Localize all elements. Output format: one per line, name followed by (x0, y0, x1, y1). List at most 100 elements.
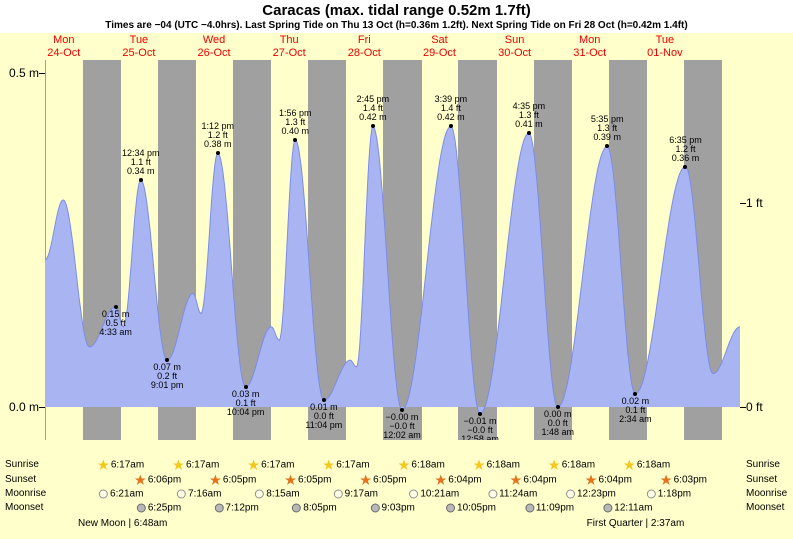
annotation-line: 0.1 ft (625, 404, 646, 415)
event-time: 1:18pm (657, 488, 692, 500)
day-label: Sun 30-Oct (498, 34, 531, 60)
sun-moon-entry: 7:12pm (214, 502, 259, 514)
y-axis-label-right: 0 ft (746, 400, 763, 414)
extreme-annotation: 0.01 m 0.0 ft 11:04 pm (305, 403, 342, 430)
moonset-moon-icon (136, 503, 146, 513)
almanac-row-label-right: Sunrise (746, 459, 780, 470)
sun-moon-entry: 8:15am (255, 489, 300, 500)
tide-area (45, 126, 740, 414)
extreme-dot (633, 391, 638, 396)
almanac-row-label-right: Sunset (746, 474, 778, 485)
annotation-line: 0.38 m (204, 139, 232, 150)
annotation-line: 0.0 ft (547, 418, 568, 428)
sun-moon-entry: 6:17am (97, 459, 144, 471)
annotation-line: 1.4 ft (440, 103, 461, 114)
annotation-line: 0.01 m (310, 402, 338, 413)
day-name: Sat (431, 34, 448, 46)
day-label: Mon 31-Oct (573, 34, 606, 60)
almanac-row-label-left: Sunrise (5, 459, 39, 470)
event-time: 6:04pm (523, 474, 557, 486)
sun-moon-entry: 6:03pm (660, 474, 707, 486)
extreme-annotation: −0.00 m −0.0 ft 12:02 am (383, 412, 421, 440)
sun-moon-entry: 6:18am (473, 459, 520, 471)
day-date: 24-Oct (47, 47, 81, 60)
annotation-line: 0.39 m (593, 132, 621, 143)
sun-moon-entry: 6:05pm (209, 474, 256, 486)
extreme-annotation: −0.01 m −0.0 ft 12:58 am (461, 416, 499, 440)
sunset-star-icon (660, 474, 672, 485)
sunrise-star-icon (97, 459, 109, 470)
almanac-row-label-left: Moonrise (5, 488, 47, 499)
sun-moon-entry: 9:03pm (370, 502, 415, 514)
annotation-line: 12:58 am (461, 433, 499, 440)
sunrise-star-icon (323, 459, 335, 470)
event-time: 6:18am (561, 459, 596, 471)
event-time: 6:21am (110, 488, 144, 500)
almanac-row-label-right: Moonset (746, 502, 785, 513)
extreme-annotation: 0.07 m 0.2 ft 9:01 pm (151, 363, 184, 390)
sunset-star-icon (435, 474, 447, 485)
day-label: Mon 24-Oct (47, 34, 80, 60)
extreme-annotation: 1:56 pm 1.3 ft 0.40 m (279, 108, 312, 136)
moonset-moon-icon (603, 503, 613, 513)
extreme-annotation: 1:12 pm 1.2 ft 0.38 m (202, 122, 235, 149)
extreme-dot (113, 304, 118, 309)
sun-moon-entry: 6:25pm (136, 503, 181, 514)
event-time: 11:24am (499, 488, 538, 500)
sun-moon-entry: 9:17am (333, 489, 378, 500)
sun-moon-entry: 6:17am (172, 459, 219, 471)
event-time: 6:04pm (448, 474, 482, 486)
extreme-dot (448, 124, 453, 129)
event-time: 6:18am (411, 459, 445, 471)
day-date: 29-Oct (422, 47, 456, 60)
event-time: 7:12pm (225, 502, 259, 514)
event-time: 6:03pm (673, 474, 707, 486)
day-date: 27-Oct (272, 47, 306, 60)
day-date: 25-Oct (122, 47, 156, 60)
sun-moon-entry: 6:04pm (510, 474, 557, 486)
day-label: Thu 27-Oct (273, 34, 306, 60)
moonset-moon-icon (214, 503, 224, 513)
annotation-line: 0.36 m (671, 152, 700, 163)
extreme-dot (138, 177, 143, 182)
extreme-annotation: 5:35 pm 1.3 ft 0.39 m (591, 115, 624, 142)
annotation-line: −0.0 ft (389, 420, 415, 431)
annotation-line: 0.15 m (101, 308, 130, 319)
annotation-line: 1.2 ft (207, 130, 228, 141)
day-date: 31-Oct (573, 47, 607, 60)
extreme-dot (478, 411, 483, 416)
moonset-moon-icon (370, 503, 380, 513)
day-label: Fri 28-Oct (348, 34, 381, 60)
chart-subtitle: Times are −04 (UTC −4.0hrs). Last Spring… (105, 20, 688, 31)
y-axis-label-left: 0.0 m (8, 400, 39, 414)
annotation-line: 4:33 am (99, 326, 132, 337)
almanac-row-label-right: Moonrise (746, 488, 788, 499)
extreme-annotation: 6:35 pm 1.2 ft 0.36 m (669, 135, 702, 163)
day-name: Wed (202, 34, 226, 46)
extreme-dot (683, 164, 688, 169)
day-name: Sun (504, 34, 525, 46)
y-axis-label-left: 0.5 m (8, 66, 39, 80)
extreme-dot (165, 358, 170, 363)
sunset-star-icon (360, 474, 372, 485)
sun-moon-entry: 6:04pm (435, 474, 482, 486)
event-time: 6:06pm (147, 474, 182, 486)
annotation-line: 0.40 m (281, 125, 309, 136)
sunset-star-icon (209, 474, 221, 485)
event-time: 9:03pm (381, 502, 415, 514)
annotation-line: 1.3 ft (285, 116, 306, 127)
annotation-line: 0.0 ft (313, 411, 334, 422)
extreme-annotation: 0.02 m 0.1 ft 2:34 am (619, 396, 652, 424)
event-time: 6:05pm (373, 474, 407, 486)
event-time: 10:05pm (457, 502, 496, 514)
event-time: 6:18am (636, 459, 671, 471)
extreme-annotation: 0.15 m 0.5 ft 4:33 am (99, 308, 132, 337)
annotation-line: 0.2 ft (157, 371, 178, 382)
tide-curve-svg (45, 125, 740, 415)
moonrise-moon-icon (488, 489, 498, 499)
annotation-line: 1:48 am (541, 427, 575, 437)
almanac-row-label-left: Moonset (5, 502, 44, 513)
sun-moon-entry: 6:17am (248, 459, 294, 471)
day-labels: Mon 24-Oct Tue 25-Oct Wed 26-Oct Thu 27-Oct Fri 2… (0, 34, 793, 60)
